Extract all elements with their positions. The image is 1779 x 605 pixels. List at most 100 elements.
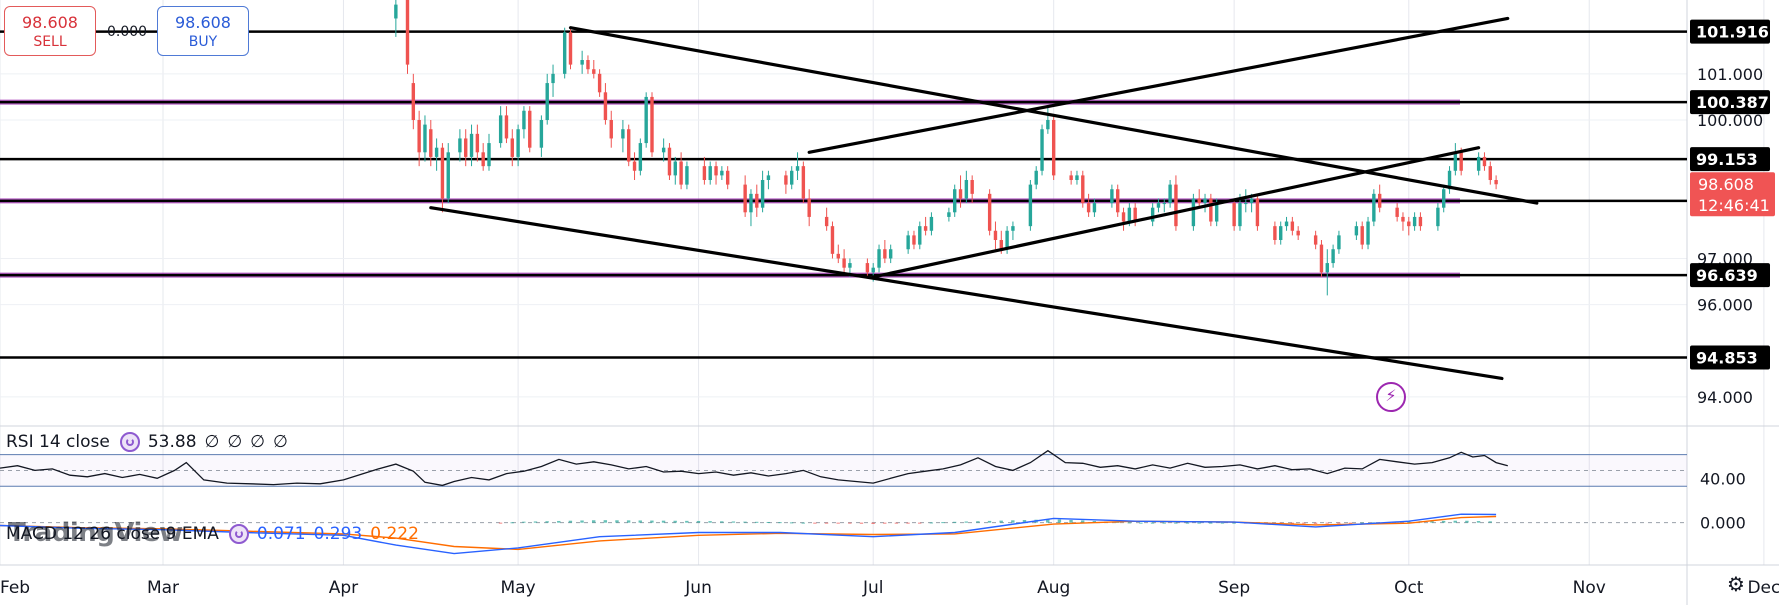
candle-body <box>510 138 514 157</box>
candle-body <box>429 129 433 157</box>
candle-body <box>1459 152 1463 171</box>
candle-body <box>760 180 765 208</box>
macd-histogram-bar <box>557 520 561 523</box>
candle-body <box>801 166 806 199</box>
candle-body <box>545 83 549 120</box>
candle-body <box>1290 221 1295 231</box>
current-price-tag <box>1690 172 1775 217</box>
macd-histogram-bar <box>533 521 538 523</box>
candle-body <box>679 161 683 185</box>
candle-body <box>702 166 707 180</box>
candle-body <box>1494 180 1498 185</box>
candle-body <box>464 138 468 157</box>
candle-body <box>958 189 963 199</box>
sell-button[interactable]: 98.608 SELL <box>4 6 96 56</box>
rsi-extra-3: ∅ <box>250 432 265 452</box>
macd-histogram-bar <box>929 522 934 524</box>
macd-histogram-bar <box>952 521 957 523</box>
candle-body <box>632 161 637 171</box>
candle-body <box>790 170 794 185</box>
macd-legend[interactable]: MACD 12 26 close 9 EMA 0.071 0.293 0.222 <box>6 524 427 544</box>
candle-body <box>1034 170 1038 185</box>
time-tick-label: Jun <box>684 578 712 598</box>
macd-value: 0.071 <box>256 524 306 544</box>
macd-histogram-bar <box>1220 522 1225 524</box>
macd-histogram-bar <box>1232 522 1236 524</box>
price-axis[interactable]: 101.000100.00097.00096.00094.000101.9161… <box>1690 19 1775 533</box>
horizontal-levels <box>0 30 1687 359</box>
time-tick-label: May <box>501 578 536 598</box>
candle-body <box>1232 203 1236 227</box>
candle-body <box>1110 189 1114 204</box>
macd-histogram-bar <box>1150 522 1155 524</box>
candle-body <box>504 115 509 139</box>
candle-body <box>1011 226 1015 231</box>
time-axis[interactable]: Feb Mar Apr May Jun Jul Aug Sep Oct Nov Dec <box>0 578 1779 598</box>
macd-histogram-bar <box>836 522 840 524</box>
candle-body <box>469 133 474 157</box>
level-tag <box>1690 263 1770 288</box>
rsi-legend[interactable]: RSI 14 close 53.88 ∅ ∅ ∅ ∅ <box>6 432 296 452</box>
candle-body <box>807 198 811 217</box>
candle-body <box>650 96 654 153</box>
candle-body <box>522 110 526 130</box>
settings-gear-icon[interactable]: ⚙ <box>1727 574 1745 596</box>
rsi-value: 53.88 <box>147 432 197 452</box>
macd-signal-value: 0.293 <box>313 524 363 544</box>
candle-body <box>1453 152 1458 171</box>
buy-button[interactable]: 98.608 BUY <box>157 6 249 56</box>
level-tag <box>1690 19 1770 44</box>
macd-histogram-bar <box>906 522 910 524</box>
rsi-extra-4: ∅ <box>272 432 288 452</box>
candle-body <box>987 193 992 231</box>
level-tag-label: 96.639 <box>1696 266 1758 285</box>
macd-histogram-bar <box>580 520 584 523</box>
macd-histogram-bar <box>999 520 1003 523</box>
macd-histogram-bar <box>661 520 666 523</box>
trendline <box>807 16 1510 154</box>
time-tick-label: Apr <box>329 578 358 598</box>
candle-body <box>1121 212 1126 222</box>
refresh-icon[interactable] <box>119 432 140 452</box>
candle-body <box>673 161 677 176</box>
candle-body <box>836 253 840 259</box>
macd-pane <box>0 513 1687 555</box>
candle-body <box>720 170 724 176</box>
time-tick-label: Mar <box>147 578 179 598</box>
lightning-icon[interactable]: ⚡ <box>1376 382 1406 412</box>
candle-body <box>498 115 503 144</box>
candle-body <box>1005 230 1009 250</box>
candle-body <box>638 143 643 171</box>
rsi-pane <box>0 449 1687 487</box>
refresh-icon[interactable] <box>228 524 249 544</box>
rsi-title: RSI 14 close <box>6 432 110 452</box>
candle-body <box>964 180 969 199</box>
macd-histogram-bar <box>743 521 747 523</box>
macd-histogram-bar <box>1406 521 1411 523</box>
candle-body <box>661 147 666 153</box>
macd-histogram-bar <box>685 520 689 523</box>
candle-body <box>1366 221 1370 245</box>
candle-body <box>568 32 573 65</box>
macd-histogram-bar <box>1197 522 1201 524</box>
macd-histogram-bar <box>1476 521 1481 523</box>
candle-body <box>970 180 974 194</box>
candle-body <box>539 120 544 148</box>
candle-body <box>912 235 916 245</box>
level-tag-label: 94.853 <box>1696 349 1758 368</box>
macd-histogram-bar <box>871 522 875 524</box>
macd-histogram-bar <box>568 520 573 523</box>
macd-histogram-bar <box>1453 520 1457 523</box>
candle-body <box>883 249 887 259</box>
macd-histogram-bar <box>1290 522 1294 524</box>
candle-body <box>597 73 602 93</box>
candle-body <box>405 0 410 65</box>
candle-body <box>725 170 730 185</box>
candle-body <box>953 189 957 213</box>
candles <box>394 0 1498 296</box>
macd-histogram-bar <box>1488 521 1492 523</box>
macd-title: MACD 12 26 close 9 EMA <box>6 524 219 544</box>
macd-histogram-bar <box>1313 522 1318 524</box>
